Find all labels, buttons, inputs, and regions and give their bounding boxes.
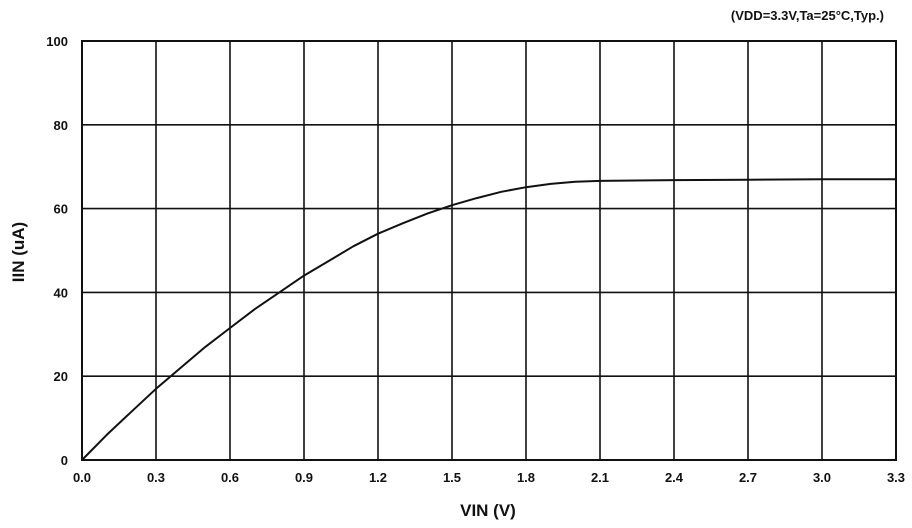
y-tick-label: 80: [54, 118, 68, 133]
x-tick-label: 1.8: [517, 470, 535, 485]
grid: [81, 40, 897, 461]
x-tick-label: 3.3: [887, 470, 905, 485]
y-tick-label: 0: [61, 453, 68, 468]
y-tick-label: 40: [54, 285, 68, 300]
x-axis-label: VIN (V): [460, 501, 516, 520]
y-tick-label: 20: [54, 369, 68, 384]
x-tick-label: 0.9: [295, 470, 313, 485]
conditions-annotation: (VDD=3.3V,Ta=25°C,Typ.): [730, 8, 884, 23]
x-tick-label: 0.3: [147, 470, 165, 485]
y-tick-label: 60: [54, 202, 68, 217]
tick-labels: 0.0 0.3 0.6 0.9 1.2 1.5 1.8 2.1 2.4 2.7 3.0 3.3 0 20 4…: [46, 34, 905, 485]
x-tick-label: 2.1: [591, 470, 609, 485]
x-tick-label: 1.2: [369, 470, 387, 485]
x-tick-label: 1.5: [443, 470, 461, 485]
x-tick-label: 2.4: [665, 470, 684, 485]
y-tick-label: 100: [46, 34, 68, 49]
x-tick-label: 2.7: [739, 470, 757, 485]
x-tick-label: 3.0: [813, 470, 831, 485]
series-line: [81, 178, 896, 461]
y-axis-label: IIN (uA): [9, 222, 28, 282]
plot-frame: [81, 40, 897, 461]
x-tick-label: 0.6: [221, 470, 239, 485]
x-tick-label: 0.0: [73, 470, 91, 485]
series-layer: [81, 178, 896, 461]
